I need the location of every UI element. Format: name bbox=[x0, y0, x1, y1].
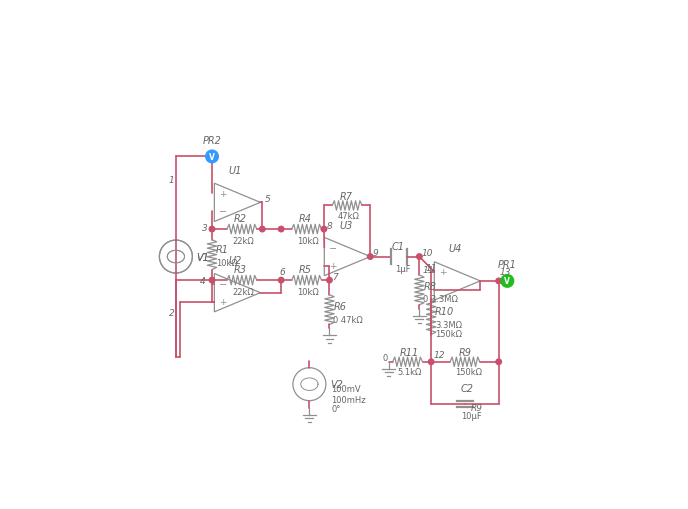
Text: 11: 11 bbox=[426, 264, 437, 273]
Text: −: − bbox=[219, 207, 227, 217]
Circle shape bbox=[321, 227, 327, 232]
Text: 11: 11 bbox=[422, 266, 434, 275]
Text: U1: U1 bbox=[228, 165, 241, 176]
Text: V1: V1 bbox=[196, 252, 209, 262]
Text: R6: R6 bbox=[334, 301, 346, 311]
Text: R3: R3 bbox=[234, 265, 247, 274]
Text: 47kΩ: 47kΩ bbox=[337, 211, 359, 220]
Text: V: V bbox=[209, 153, 215, 161]
Circle shape bbox=[327, 278, 332, 284]
Text: −: − bbox=[439, 285, 447, 295]
Text: 3.3MΩ: 3.3MΩ bbox=[435, 321, 462, 329]
Circle shape bbox=[279, 227, 284, 232]
Circle shape bbox=[209, 227, 215, 232]
Circle shape bbox=[367, 254, 373, 260]
Circle shape bbox=[209, 278, 215, 284]
Text: 150kΩ: 150kΩ bbox=[435, 329, 462, 338]
Text: C2: C2 bbox=[461, 383, 474, 393]
Text: R2: R2 bbox=[234, 214, 247, 223]
Text: R1: R1 bbox=[216, 244, 229, 254]
Text: 0 47kΩ: 0 47kΩ bbox=[334, 315, 363, 324]
Text: 2: 2 bbox=[169, 309, 175, 318]
Text: 8: 8 bbox=[326, 222, 332, 231]
Text: 6: 6 bbox=[279, 267, 285, 276]
Text: V: V bbox=[504, 277, 510, 286]
Text: 10kΩ: 10kΩ bbox=[216, 259, 237, 267]
Text: 0 3.3MΩ: 0 3.3MΩ bbox=[423, 295, 458, 303]
Circle shape bbox=[501, 275, 514, 288]
Text: 4: 4 bbox=[200, 276, 206, 285]
Text: 9: 9 bbox=[373, 248, 378, 258]
Text: R9: R9 bbox=[459, 347, 472, 357]
Text: +: + bbox=[440, 268, 447, 277]
Text: R7: R7 bbox=[340, 191, 353, 201]
Text: 1μF: 1μF bbox=[395, 264, 411, 273]
Text: U4: U4 bbox=[448, 244, 462, 254]
Text: V2: V2 bbox=[330, 379, 343, 389]
Text: 5: 5 bbox=[265, 194, 270, 204]
Text: 5.1kΩ: 5.1kΩ bbox=[398, 367, 422, 376]
Text: 12: 12 bbox=[433, 351, 445, 359]
Text: +: + bbox=[219, 298, 227, 306]
Text: +: + bbox=[330, 262, 337, 270]
Text: 100mHz: 100mHz bbox=[332, 395, 366, 404]
Text: 150kΩ: 150kΩ bbox=[455, 367, 482, 376]
Text: 10kΩ: 10kΩ bbox=[297, 237, 319, 246]
Text: C1: C1 bbox=[392, 241, 405, 251]
Text: U3: U3 bbox=[339, 221, 353, 231]
Text: 1: 1 bbox=[169, 176, 175, 185]
Text: U2: U2 bbox=[228, 256, 241, 266]
Text: R10: R10 bbox=[435, 306, 454, 316]
Circle shape bbox=[496, 278, 502, 284]
Circle shape bbox=[259, 227, 265, 232]
Circle shape bbox=[429, 359, 434, 365]
Text: −: − bbox=[329, 243, 337, 253]
Text: V1: V1 bbox=[196, 252, 209, 262]
Text: 22kΩ: 22kΩ bbox=[232, 288, 254, 297]
Text: 10: 10 bbox=[422, 248, 433, 258]
Circle shape bbox=[496, 359, 502, 365]
Text: 3: 3 bbox=[202, 223, 208, 232]
Text: R11: R11 bbox=[400, 347, 419, 357]
Circle shape bbox=[417, 254, 422, 260]
Circle shape bbox=[206, 151, 218, 163]
Text: PR2: PR2 bbox=[202, 135, 222, 146]
Text: 7: 7 bbox=[332, 272, 338, 281]
Text: 10μF: 10μF bbox=[461, 411, 482, 420]
Circle shape bbox=[279, 278, 284, 284]
Text: R8: R8 bbox=[423, 281, 436, 292]
Text: R4: R4 bbox=[299, 214, 312, 223]
Text: 10kΩ: 10kΩ bbox=[297, 288, 319, 297]
Text: 100mV: 100mV bbox=[332, 384, 361, 393]
Text: 22kΩ: 22kΩ bbox=[232, 237, 254, 246]
Text: R5: R5 bbox=[299, 265, 312, 274]
Text: PR1: PR1 bbox=[498, 260, 517, 270]
Text: +: + bbox=[219, 189, 227, 199]
Text: 0°: 0° bbox=[332, 404, 341, 413]
Text: R9: R9 bbox=[471, 404, 483, 412]
Text: −: − bbox=[219, 279, 227, 289]
Text: 0: 0 bbox=[383, 354, 388, 362]
Text: 13: 13 bbox=[499, 267, 511, 276]
